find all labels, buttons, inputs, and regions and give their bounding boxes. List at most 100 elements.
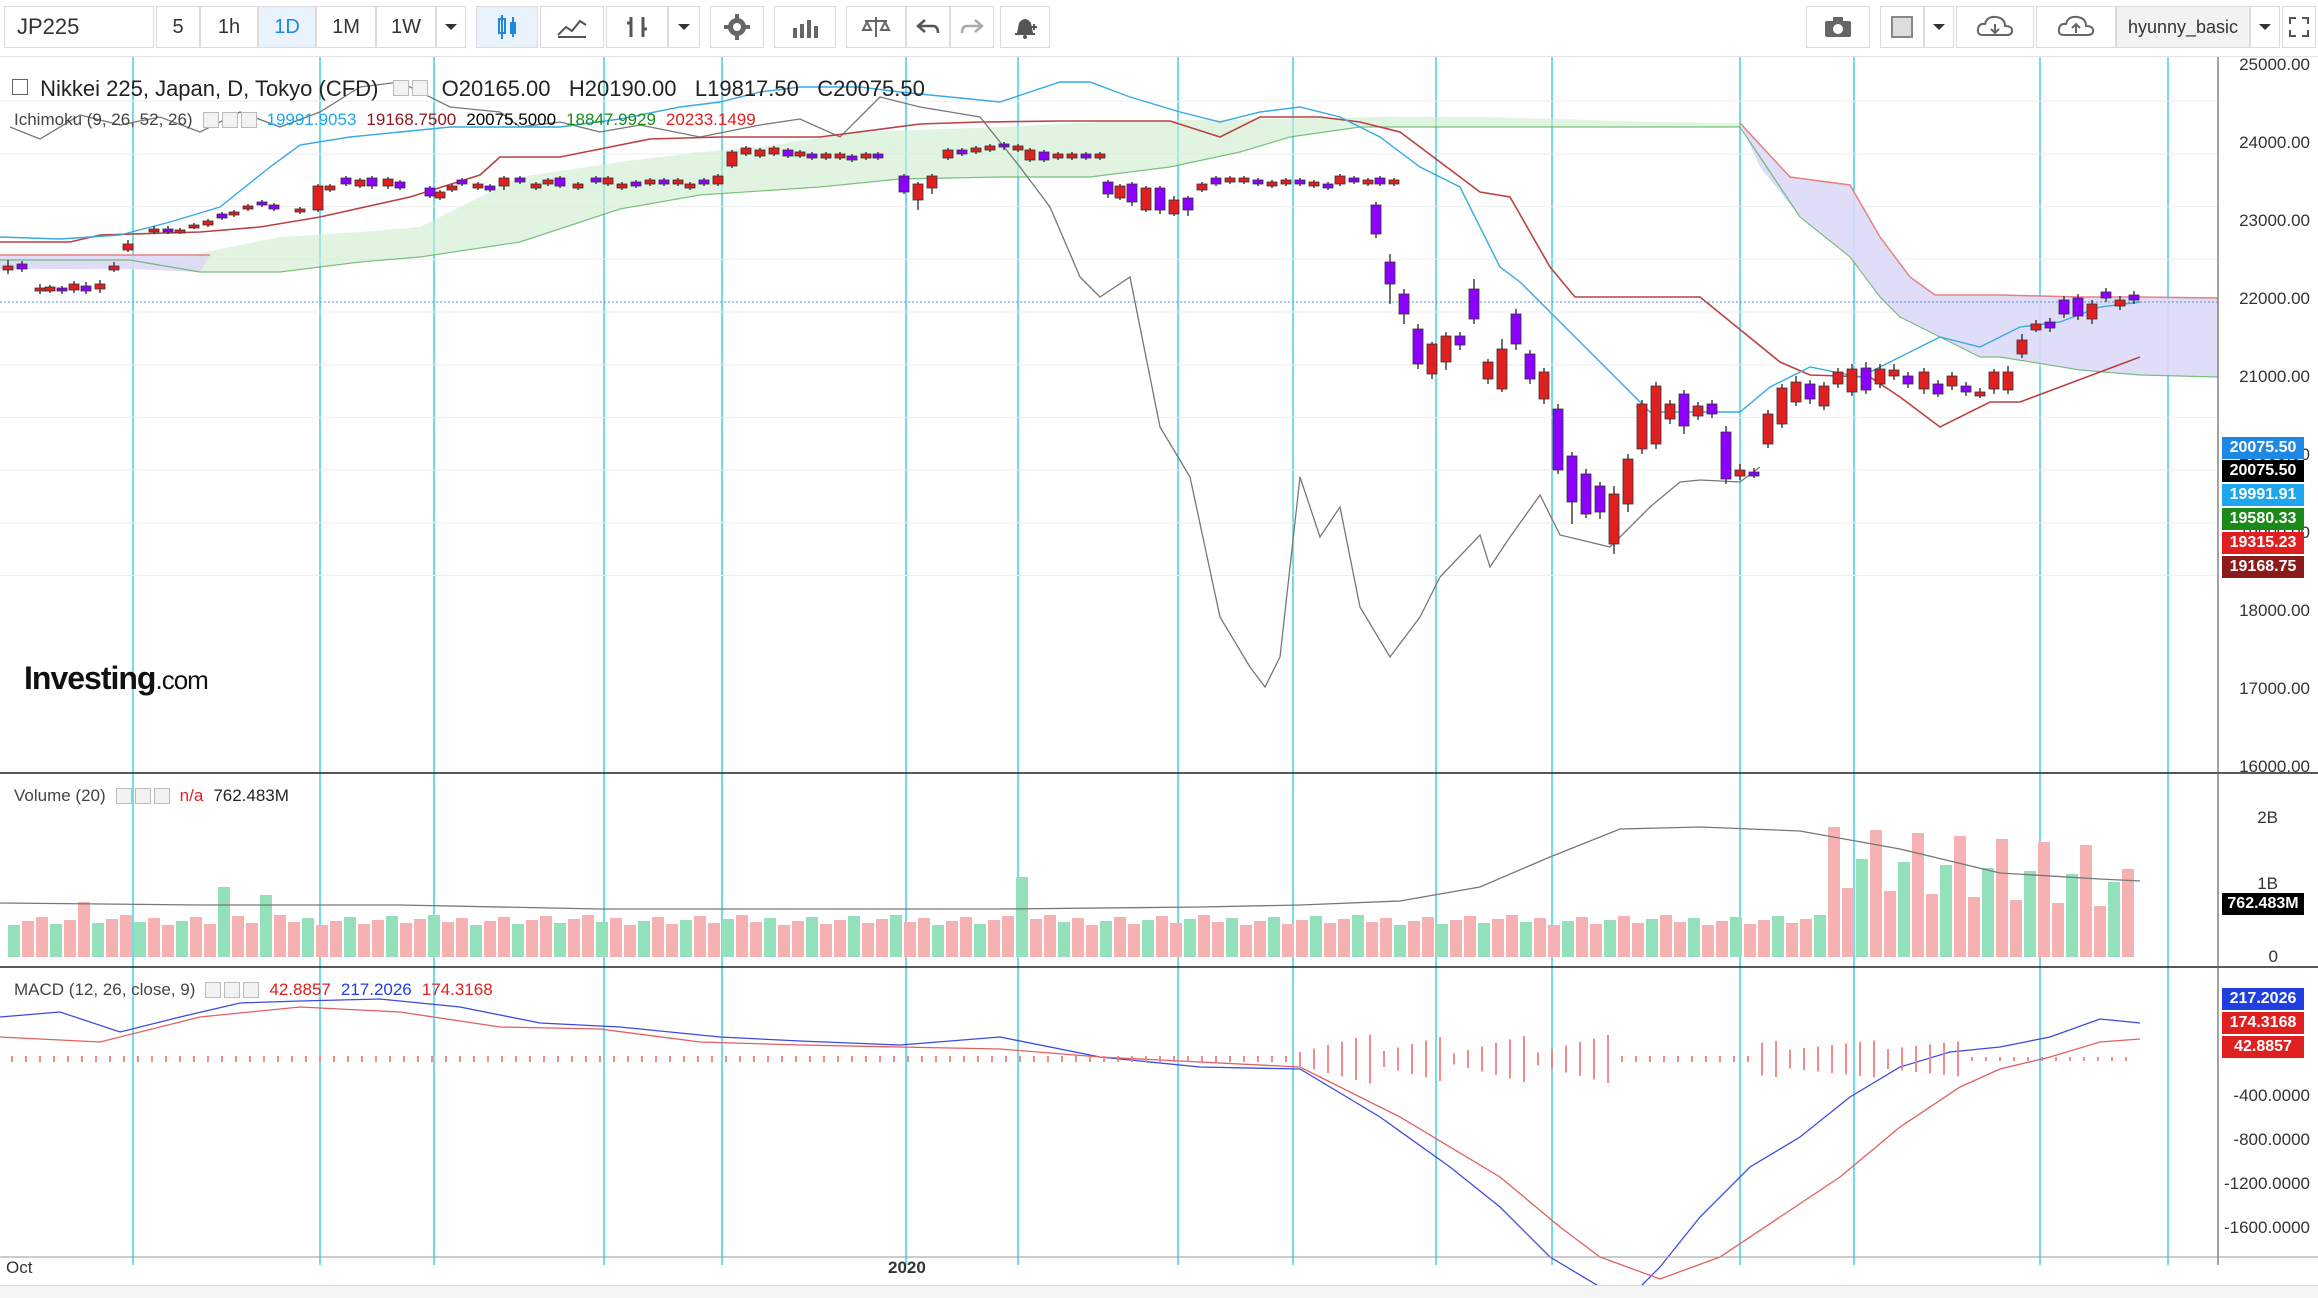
candle-body <box>684 183 696 189</box>
volume-bar <box>1772 916 1784 957</box>
indicators-icon[interactable] <box>540 6 604 48</box>
interval-dropdown-icon[interactable] <box>436 6 466 48</box>
candle-body <box>1140 187 1152 211</box>
candle-body <box>1238 177 1250 183</box>
compare-dropdown-icon[interactable] <box>668 6 700 48</box>
candle-body <box>644 179 656 185</box>
volume-bar <box>1926 894 1938 957</box>
investing-logo: Investing.com <box>24 660 209 696</box>
candle-body <box>1946 375 1958 387</box>
candle-body <box>970 147 982 153</box>
candle-body <box>616 183 628 189</box>
cloud-download-icon[interactable] <box>1956 6 2034 48</box>
volume-bar <box>1828 827 1840 957</box>
volume-bar <box>806 917 818 957</box>
volume-controls[interactable] <box>115 788 170 804</box>
volume-bar <box>1380 918 1392 957</box>
volume-bar <box>1534 918 1546 957</box>
candle-body <box>726 151 738 167</box>
candle-body <box>698 179 710 185</box>
candle-body <box>256 201 268 206</box>
volume-bar <box>540 916 552 957</box>
interval-5[interactable]: 5 <box>156 6 200 48</box>
volume-bar <box>1968 897 1980 957</box>
candle-body <box>1888 369 1900 377</box>
redo-icon[interactable] <box>950 6 994 48</box>
candle-body <box>1374 177 1386 185</box>
volume-bar <box>1478 923 1490 957</box>
price-tag: 20075.50 <box>2222 460 2304 482</box>
volume-bar <box>1072 918 1084 957</box>
layout-square-icon[interactable] <box>1880 6 1924 48</box>
user-menu[interactable]: hyunny_basic <box>2116 6 2250 48</box>
compare-icon[interactable] <box>606 6 668 48</box>
candle-body <box>530 183 542 189</box>
candle-body <box>1832 371 1844 385</box>
volume-bar <box>512 924 524 957</box>
candle-body <box>382 178 394 187</box>
candles-icon[interactable] <box>476 6 538 48</box>
legend-controls[interactable] <box>392 80 428 96</box>
ichimoku-label[interactable]: Ichimoku (9, 26, 52, 26) <box>14 110 193 129</box>
volume-value: 762.483M <box>213 786 289 805</box>
volume-bar <box>1324 923 1336 957</box>
candle-body <box>658 179 670 185</box>
fullscreen-icon[interactable] <box>2282 6 2316 48</box>
volume-bar <box>484 921 496 957</box>
candle-body <box>1012 145 1024 151</box>
macd-controls[interactable] <box>205 982 260 998</box>
candle-body <box>2128 294 2140 301</box>
volume-bar <box>1870 830 1882 957</box>
interval-1w[interactable]: 1W <box>376 6 436 48</box>
volume-bar <box>1730 917 1742 957</box>
candle-body <box>366 177 378 187</box>
symbol-input[interactable]: JP225 <box>4 6 154 48</box>
candle-body <box>68 283 80 291</box>
undo-icon[interactable] <box>906 6 950 48</box>
macd-value: 217.2026 <box>340 980 412 999</box>
candle-body <box>34 287 46 292</box>
candle-body <box>754 149 766 157</box>
alert-bell-icon[interactable] <box>1000 6 1050 48</box>
volume-label[interactable]: Volume (20) <box>14 786 106 805</box>
cloud-upload-icon[interactable] <box>2036 6 2116 48</box>
interval-1m[interactable]: 1M <box>316 6 376 48</box>
candle-body <box>2072 297 2084 317</box>
price-tag: 19168.75 <box>2222 556 2304 578</box>
bottom-bar[interactable] <box>0 1285 2318 1298</box>
volume-bar <box>1898 862 1910 957</box>
candle-body <box>1052 153 1064 159</box>
settings-gear-icon[interactable] <box>710 6 764 48</box>
layout-dropdown-icon[interactable] <box>1924 6 1954 48</box>
macd-label[interactable]: MACD (12, 26, close, 9) <box>14 980 196 999</box>
volume-bar <box>1170 923 1182 957</box>
volume-bar <box>386 916 398 957</box>
volume-bar <box>22 921 34 957</box>
volume-bar <box>1394 925 1406 957</box>
candle-body <box>1846 368 1858 393</box>
volume-bar <box>260 895 272 957</box>
ichimoku-controls[interactable] <box>202 112 257 128</box>
volume-bar <box>1366 922 1378 957</box>
user-dropdown-icon[interactable] <box>2250 6 2280 48</box>
candle-body <box>424 187 436 197</box>
volume-bar <box>2024 871 2036 957</box>
volume-bar <box>1716 921 1728 957</box>
scales-icon[interactable] <box>846 6 906 48</box>
candle-body <box>1102 181 1114 195</box>
price-axis-label: 24000.00 <box>2239 133 2310 152</box>
interval-1d[interactable]: 1D <box>258 6 316 48</box>
collapse-icon[interactable] <box>12 79 28 95</box>
candle-body <box>44 286 56 292</box>
base-line <box>0 116 2141 428</box>
candle-body <box>340 177 352 185</box>
camera-icon[interactable] <box>1806 6 1870 48</box>
candle-body <box>242 205 254 210</box>
volume-bar <box>1632 923 1644 957</box>
bar-chart-icon[interactable] <box>774 6 836 48</box>
candle-body <box>1154 187 1166 211</box>
price-tag: 20075.50 <box>2222 437 2304 459</box>
price-chart[interactable] <box>0 57 2318 1285</box>
volume-bar <box>722 919 734 957</box>
interval-1h[interactable]: 1h <box>200 6 258 48</box>
